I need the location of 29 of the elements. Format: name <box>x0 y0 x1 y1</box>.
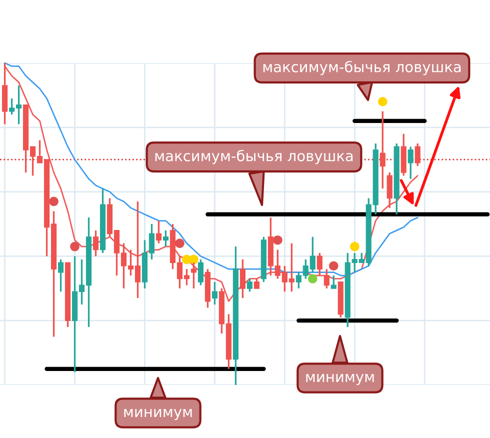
candlestick <box>316 252 322 276</box>
point <box>49 196 58 206</box>
annotation: максимум-бычья ловушка <box>263 60 461 76</box>
point <box>378 96 388 106</box>
candlestick <box>254 278 260 290</box>
candlestick <box>58 258 64 292</box>
candlestick <box>414 142 420 167</box>
point <box>70 242 80 252</box>
candlestick <box>408 146 414 180</box>
annotation: минимум <box>306 374 374 386</box>
candlestick <box>162 230 169 248</box>
candlestick <box>380 110 386 190</box>
candlestick <box>324 268 330 290</box>
annotation: максимум-бычья ловушка <box>155 150 353 164</box>
candlestick <box>330 274 336 290</box>
candlestick <box>246 278 252 292</box>
text: минимум <box>124 409 192 420</box>
candlestick <box>240 258 246 299</box>
point <box>175 238 184 248</box>
point <box>328 261 338 271</box>
candlestick <box>386 172 392 209</box>
candlestick <box>212 281 218 306</box>
candlestick <box>198 258 204 286</box>
candlestick <box>156 220 162 244</box>
point <box>189 254 198 264</box>
candlestick <box>92 230 99 258</box>
point <box>350 242 360 252</box>
point <box>273 235 282 245</box>
point <box>308 274 318 284</box>
